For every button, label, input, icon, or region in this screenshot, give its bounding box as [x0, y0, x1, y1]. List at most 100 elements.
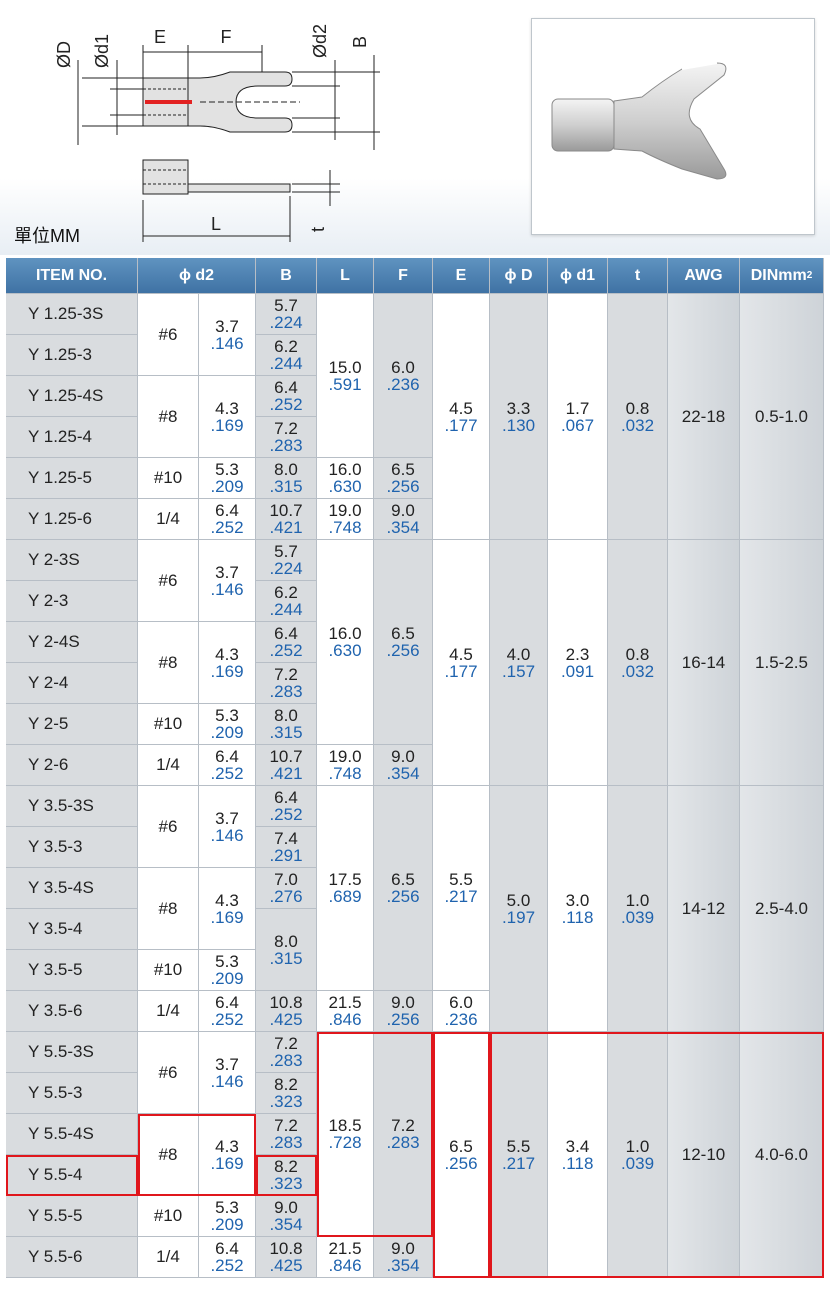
e-value-in: .236 — [444, 1010, 478, 1029]
b-value-in: .283 — [269, 1133, 303, 1152]
d2-value: 3.7.146 — [210, 318, 243, 352]
d2-value-mm: 5.3 — [215, 460, 239, 479]
f-cell: 6.5.256 — [374, 458, 433, 499]
item-cell: Y 2-3 — [6, 581, 138, 622]
b-value-mm: 6.4 — [274, 788, 298, 807]
b-value: 6.4.252 — [269, 789, 302, 823]
b-value-in: .224 — [269, 313, 303, 332]
b-value: 6.4.252 — [269, 625, 302, 659]
d2-size: #6 — [158, 570, 178, 590]
d2-size-cell: #6 — [138, 294, 199, 376]
f-value-in: .354 — [386, 518, 420, 537]
d1-value-in: .118 — [561, 907, 594, 927]
f-cell: 9.0.354 — [374, 499, 433, 540]
item-no: Y 5.5-3 — [28, 1083, 83, 1102]
d-cell: 4.0.157 — [490, 540, 548, 786]
item-no: Y 2-5 — [28, 714, 69, 733]
header-din-superscript: 2 — [806, 270, 813, 281]
item-no: Y 1.25-3 — [28, 345, 92, 364]
e-value-mm: 5.5 — [449, 870, 473, 889]
item-no: Y 2-6 — [28, 755, 69, 774]
b-value: 10.8.425 — [269, 1240, 302, 1274]
d-cell: 5.5.217 — [490, 1032, 548, 1278]
item-no: Y 2-4S — [28, 632, 80, 651]
e-value: 4.5.177 — [444, 400, 477, 434]
t-value-in: .032 — [620, 415, 655, 435]
b-value-mm: 6.4 — [274, 624, 298, 643]
awg-cell: 16-14 — [668, 540, 740, 786]
d2-size: 1/4 — [156, 1001, 180, 1020]
b-value-mm: 8.0 — [274, 706, 298, 725]
t-value: 1.0.039 — [621, 892, 654, 926]
e-cell: 4.5.177 — [433, 540, 490, 786]
f-value: 9.0.354 — [386, 502, 419, 536]
b-cell: 7.0.276 — [256, 868, 317, 909]
d2-value-cell: 3.7.146 — [199, 540, 256, 622]
header-cell-item: ITEM NO. — [6, 258, 138, 294]
d-value-in: .130 — [501, 415, 536, 435]
dim-label-d: ØD — [54, 41, 74, 68]
l-value-mm: 16.0 — [328, 624, 362, 643]
d1-value-mm: 1.7 — [565, 398, 590, 418]
b-value: 8.0.315 — [269, 707, 302, 741]
f-cell: 9.0.354 — [374, 1237, 433, 1278]
l-cell: 17.5.689 — [317, 786, 374, 991]
item-cell: Y 2-6 — [6, 745, 138, 786]
d-cell: 3.3.130 — [490, 294, 548, 540]
item-cell: Y 2-4 — [6, 663, 138, 704]
d2-size-cell: #10 — [138, 458, 199, 499]
d2-value-in: .252 — [210, 764, 244, 783]
t-cell: 0.8.032 — [608, 540, 668, 786]
item-cell: Y 5.5-4S — [6, 1114, 138, 1155]
item-cell: Y 3.5-4 — [6, 909, 138, 950]
item-cell: Y 1.25-3S — [6, 294, 138, 335]
b-value: 6.2.244 — [269, 584, 302, 618]
b-cell: 10.7.421 — [256, 745, 317, 786]
d2-size-cell: 1/4 — [138, 1237, 199, 1278]
l-value: 15.0.591 — [328, 359, 361, 393]
l-value-in: .630 — [328, 477, 362, 496]
e-cell: 6.0.236 — [433, 991, 490, 1032]
b-cell: 7.2.283 — [256, 1114, 317, 1155]
d2-value-in: .169 — [210, 661, 244, 681]
b-value-mm: 7.2 — [274, 665, 298, 684]
b-value: 7.0.276 — [269, 871, 302, 905]
d2-size-cell: #8 — [138, 376, 199, 458]
d2-value-in: .146 — [210, 333, 244, 353]
din-cell: 0.5-1.0 — [740, 294, 824, 540]
b-value-in: .244 — [269, 354, 303, 373]
b-value-in: .291 — [269, 846, 303, 865]
product-photo — [531, 18, 815, 235]
d2-value-mm: 4.3 — [215, 890, 239, 910]
b-value-mm: 8.0 — [274, 460, 298, 479]
d2-value-in: .146 — [210, 825, 244, 845]
header-b: B — [280, 266, 292, 284]
e-value-in: .217 — [444, 887, 478, 906]
dim-label-f: F — [221, 27, 232, 47]
d1-cell: 3.4.118 — [548, 1032, 608, 1278]
b-value: 6.2.244 — [269, 338, 302, 372]
d2-size: #6 — [158, 1062, 178, 1082]
l-value-in: .846 — [328, 1010, 362, 1029]
e-value-mm: 6.0 — [449, 993, 473, 1012]
b-value: 10.8.425 — [269, 994, 302, 1028]
e-value-mm: 4.5 — [449, 398, 473, 418]
b-value-in: .323 — [269, 1092, 303, 1111]
unit-label: 單位MM — [14, 226, 80, 246]
b-value-in: .276 — [269, 887, 303, 906]
d2-value-in: .252 — [210, 1256, 244, 1275]
f-cell: 6.0.236 — [374, 294, 433, 458]
item-cell: Y 1.25-6 — [6, 499, 138, 540]
l-value-mm: 17.5 — [328, 870, 362, 889]
header-cell-e: E — [433, 258, 490, 294]
b-value-in: .252 — [269, 395, 303, 414]
d2-value-in: .209 — [210, 477, 244, 496]
d2-size-cell: #8 — [138, 868, 199, 950]
d2-size: #6 — [158, 816, 178, 836]
d2-size-cell: #8 — [138, 622, 199, 704]
b-value-in: .252 — [269, 805, 303, 824]
header-l: L — [340, 266, 350, 284]
item-no: Y 5.5-5 — [28, 1206, 83, 1225]
b-value-mm: 8.2 — [274, 1157, 298, 1176]
